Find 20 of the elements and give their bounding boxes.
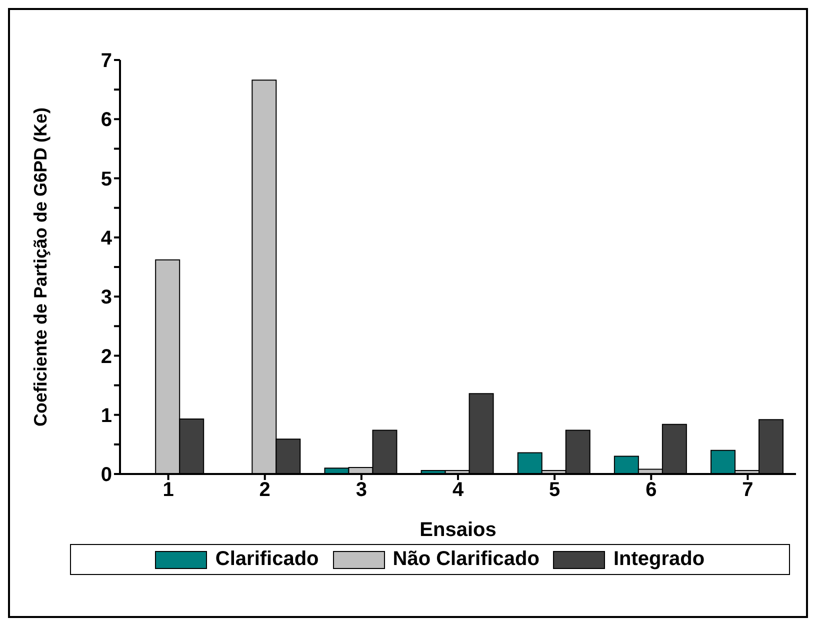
legend-label: Não Clarificado (392, 548, 540, 571)
y-tick-label: 0 (100, 464, 112, 486)
y-axis-title: Coeficiente de Partição de G6PD (Ke) (30, 107, 50, 427)
x-tick-label: 2 (259, 479, 270, 502)
x-axis-title: Ensaios (420, 519, 496, 541)
y-tick-label: 7 (100, 50, 112, 72)
x-tick-label: 5 (549, 479, 560, 502)
y-tick-label: 5 (100, 168, 112, 190)
legend-label: Integrado (612, 548, 705, 571)
x-tick-label: 3 (356, 479, 367, 502)
x-tick-label: 4 (452, 479, 464, 502)
x-tick-label: 6 (646, 479, 657, 502)
legend-label: Clarificado (214, 548, 319, 571)
y-tick-label: 3 (100, 286, 112, 309)
y-tick-label: 6 (100, 109, 112, 132)
y-tick-label: 2 (100, 346, 112, 368)
y-tick-label: 1 (100, 404, 112, 427)
y-tick-label: 4 (100, 228, 113, 250)
x-tick-label: 7 (742, 479, 754, 502)
x-tick-label: 1 (162, 479, 174, 502)
